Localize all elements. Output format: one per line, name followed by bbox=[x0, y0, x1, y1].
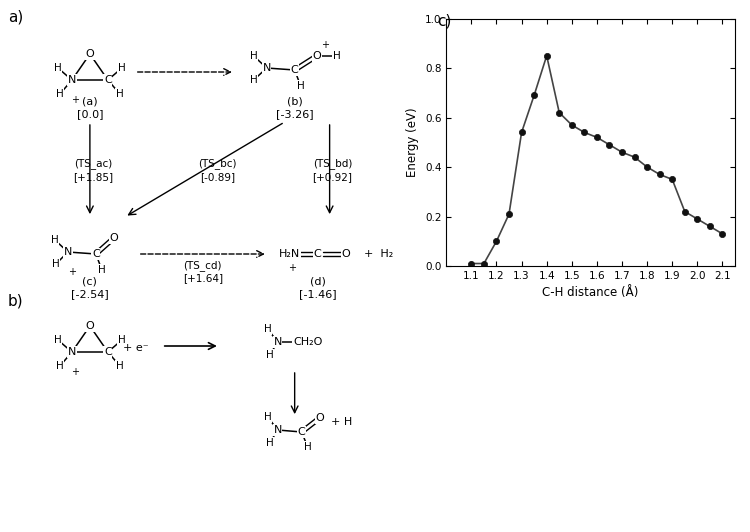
Text: C: C bbox=[104, 347, 112, 357]
Text: H: H bbox=[250, 51, 257, 61]
Text: + e⁻: + e⁻ bbox=[123, 343, 148, 353]
Text: H: H bbox=[98, 265, 106, 275]
Text: H: H bbox=[297, 81, 304, 91]
Text: H: H bbox=[116, 89, 124, 99]
Text: (TS_bc): (TS_bc) bbox=[198, 159, 236, 170]
Text: O: O bbox=[312, 51, 321, 61]
Text: a): a) bbox=[8, 10, 23, 25]
Text: H: H bbox=[116, 361, 124, 371]
Text: O: O bbox=[110, 233, 118, 243]
Text: [-1.46]: [-1.46] bbox=[298, 289, 337, 299]
Text: b): b) bbox=[8, 294, 23, 309]
Text: c): c) bbox=[437, 13, 452, 28]
Text: H: H bbox=[56, 361, 64, 371]
Text: [+0.92]: [+0.92] bbox=[313, 172, 352, 182]
Text: +: + bbox=[71, 367, 79, 377]
Text: H: H bbox=[54, 63, 62, 73]
Text: (TS_ac): (TS_ac) bbox=[74, 159, 112, 170]
Text: CH₂O: CH₂O bbox=[293, 337, 322, 347]
Text: (TS_bd): (TS_bd) bbox=[313, 159, 352, 170]
Text: [-3.26]: [-3.26] bbox=[276, 109, 314, 119]
Text: + H: + H bbox=[331, 417, 352, 427]
Text: O: O bbox=[315, 413, 324, 423]
Text: [-0.89]: [-0.89] bbox=[200, 172, 235, 182]
Text: +: + bbox=[68, 267, 76, 277]
Text: +: + bbox=[71, 95, 79, 105]
Text: [0.0]: [0.0] bbox=[76, 109, 104, 119]
Text: (c): (c) bbox=[82, 277, 98, 287]
Text: H: H bbox=[56, 89, 64, 99]
Text: C: C bbox=[92, 249, 100, 259]
Text: (TS_cd): (TS_cd) bbox=[184, 261, 222, 271]
Text: H: H bbox=[118, 63, 126, 73]
X-axis label: C-H distance (Å): C-H distance (Å) bbox=[542, 286, 639, 300]
Text: +: + bbox=[288, 263, 296, 273]
Text: +  H₂: + H₂ bbox=[364, 249, 393, 259]
Text: N: N bbox=[68, 75, 76, 85]
Text: H: H bbox=[118, 335, 126, 345]
Text: H: H bbox=[52, 259, 60, 269]
Text: C: C bbox=[104, 75, 112, 85]
Text: H: H bbox=[250, 75, 257, 85]
Text: N: N bbox=[274, 337, 282, 347]
Text: O: O bbox=[86, 49, 94, 59]
Text: [+1.85]: [+1.85] bbox=[73, 172, 113, 182]
Text: [-2.54]: [-2.54] bbox=[71, 289, 109, 299]
Text: N: N bbox=[68, 347, 76, 357]
Y-axis label: Energy (eV): Energy (eV) bbox=[406, 107, 419, 177]
Text: N: N bbox=[274, 425, 282, 435]
Text: H: H bbox=[264, 324, 272, 334]
Text: H: H bbox=[304, 442, 311, 452]
Text: H: H bbox=[51, 235, 58, 245]
Text: C: C bbox=[298, 427, 305, 437]
Text: O: O bbox=[341, 249, 350, 259]
Text: H: H bbox=[54, 335, 62, 345]
Text: +: + bbox=[321, 40, 328, 50]
Text: (d): (d) bbox=[310, 277, 326, 287]
Text: (a): (a) bbox=[82, 97, 98, 107]
Text: [+1.64]: [+1.64] bbox=[183, 273, 223, 283]
Text: H: H bbox=[266, 438, 274, 448]
Text: C: C bbox=[291, 65, 298, 75]
Text: H: H bbox=[333, 51, 340, 61]
Text: H₂N: H₂N bbox=[279, 249, 300, 259]
Text: O: O bbox=[86, 321, 94, 331]
Text: (b): (b) bbox=[286, 97, 302, 107]
Text: H: H bbox=[264, 412, 272, 422]
Text: C: C bbox=[314, 249, 322, 259]
Text: N: N bbox=[262, 63, 271, 73]
Text: H: H bbox=[266, 350, 274, 360]
Text: N: N bbox=[64, 247, 72, 257]
